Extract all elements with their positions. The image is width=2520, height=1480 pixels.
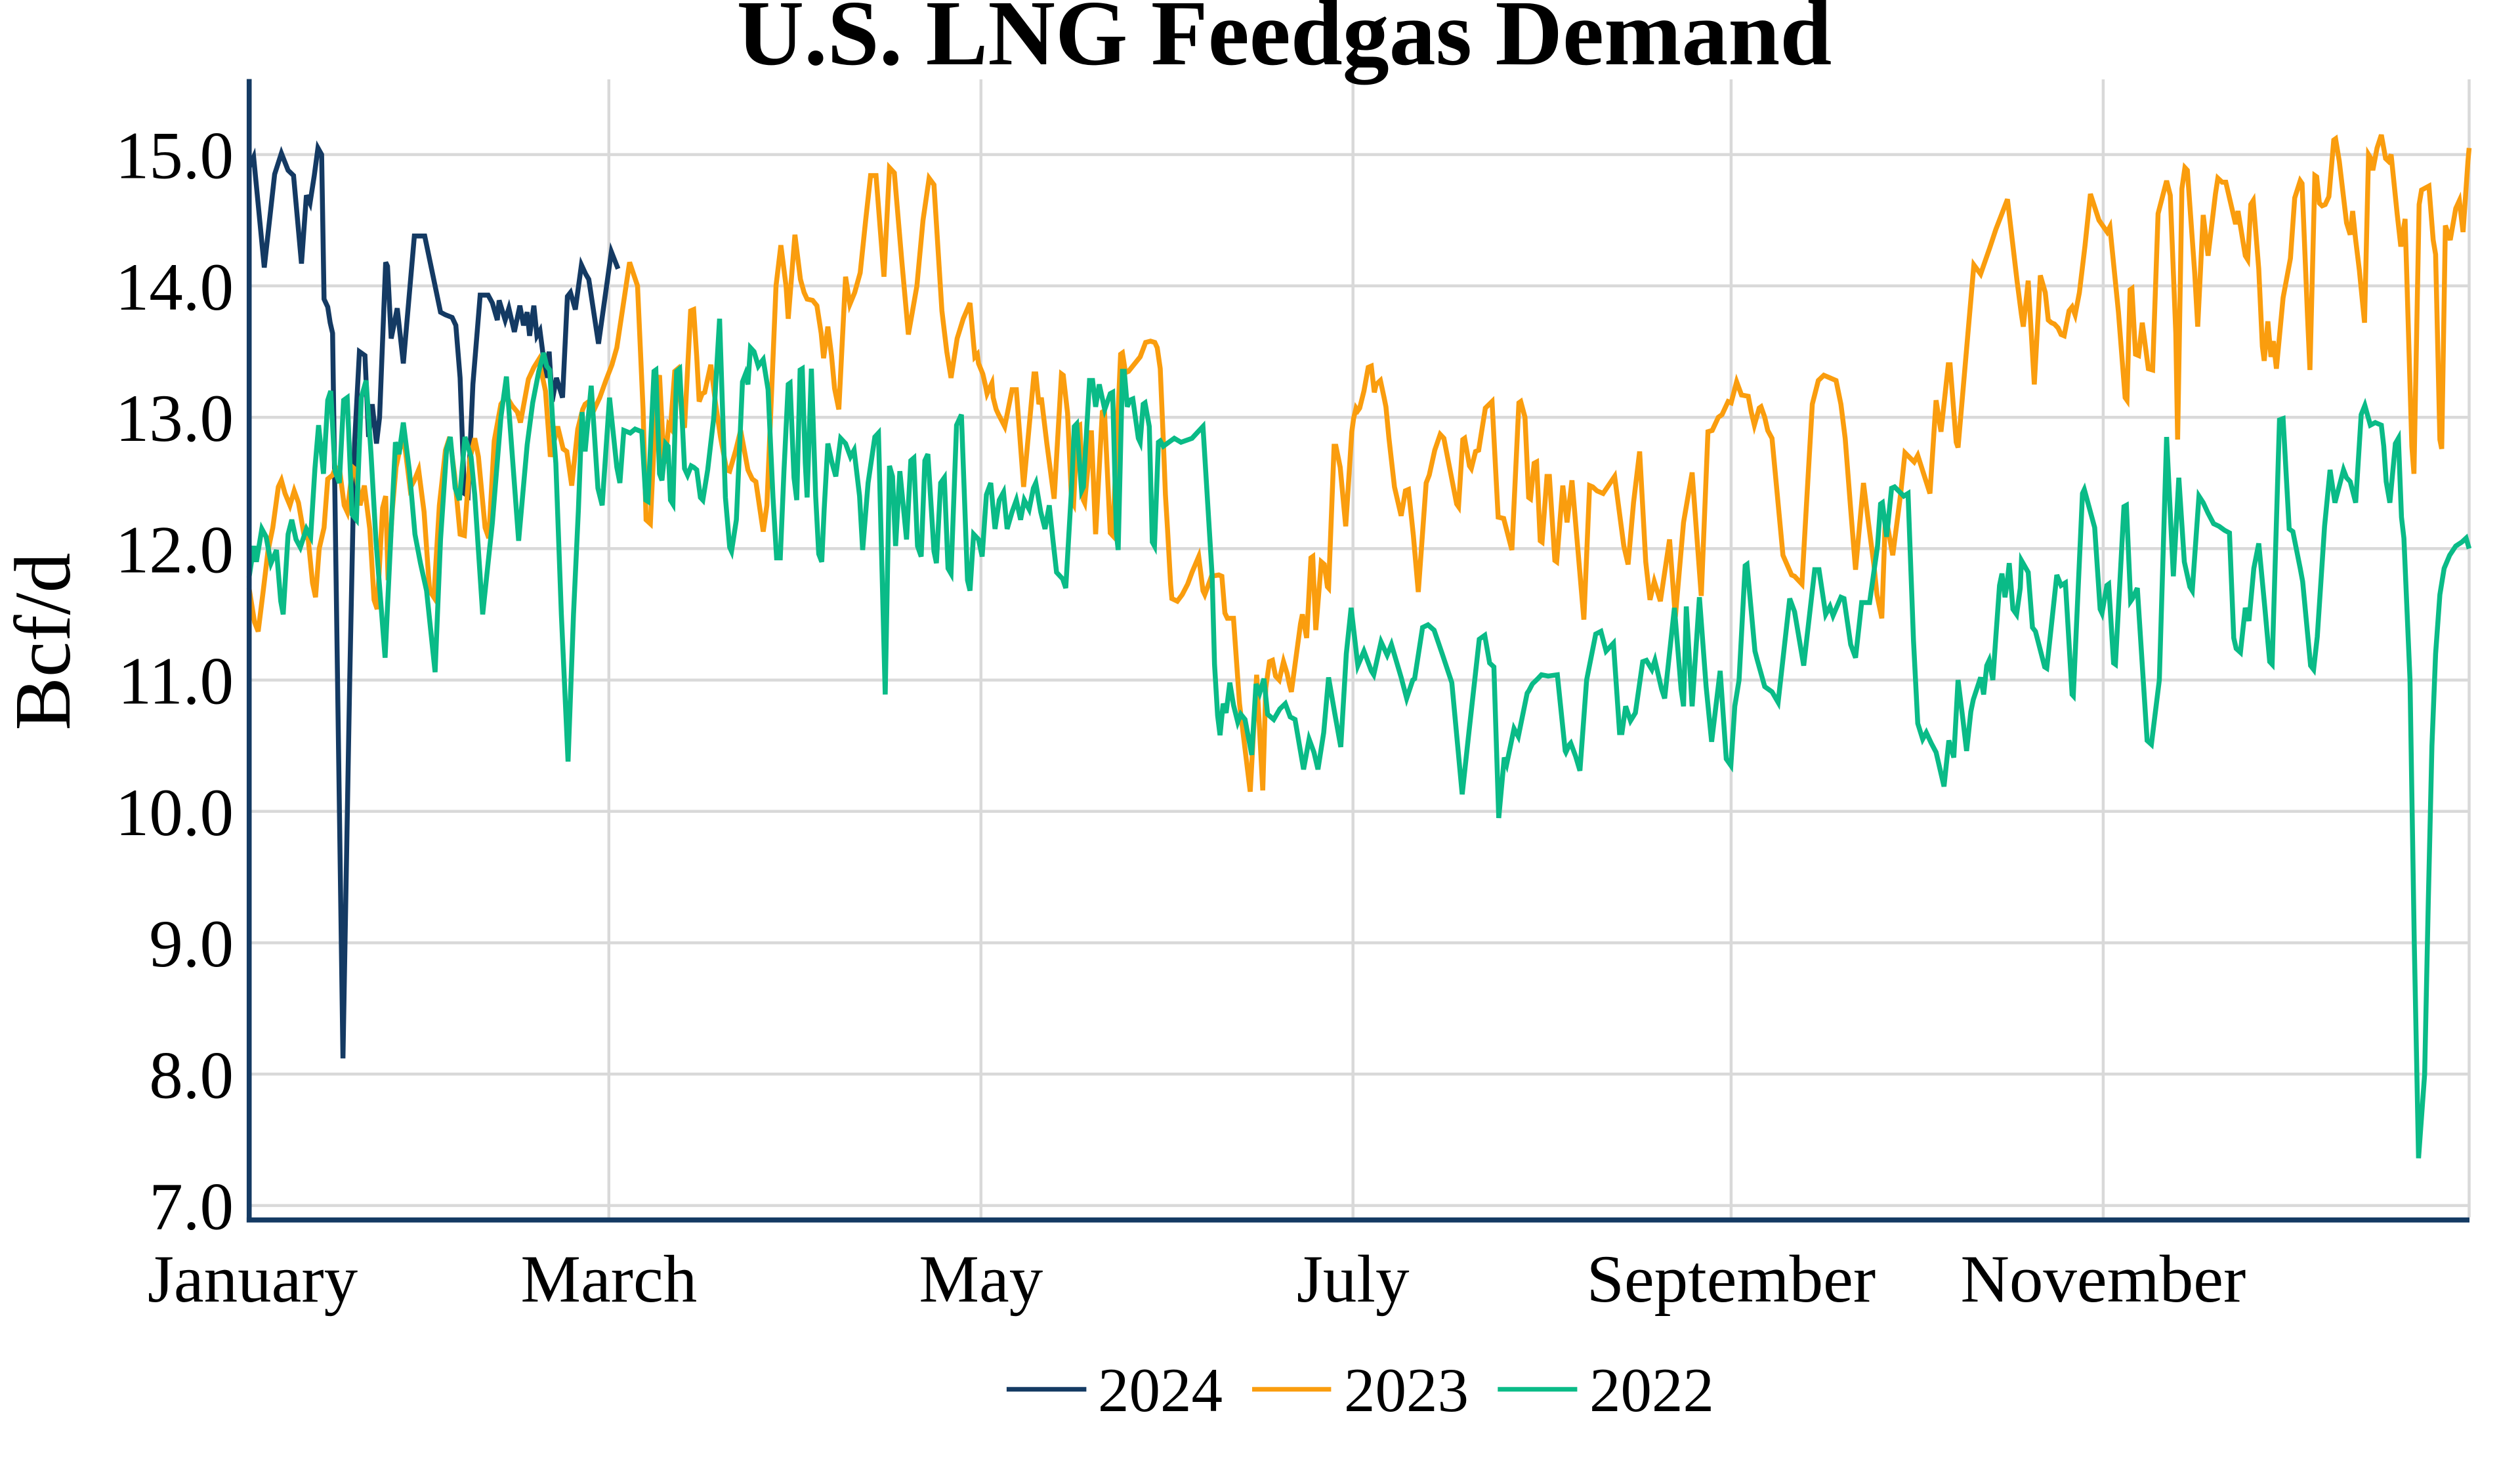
svg-text:14.0: 14.0 [116, 250, 234, 325]
svg-text:September: September [1587, 1242, 1876, 1317]
svg-text:November: November [1961, 1242, 2246, 1317]
svg-text:March: March [520, 1242, 697, 1317]
svg-text:U.S. LNG Feedgas Demand: U.S. LNG Feedgas Demand [737, 0, 1832, 85]
svg-text:2022: 2022 [1589, 1355, 1714, 1425]
svg-text:2023: 2023 [1344, 1355, 1469, 1425]
svg-text:15.0: 15.0 [116, 119, 234, 194]
svg-text:12.0: 12.0 [116, 512, 234, 587]
svg-text:9.0: 9.0 [149, 907, 234, 981]
svg-text:10.0: 10.0 [116, 775, 234, 850]
svg-text:2024: 2024 [1098, 1355, 1223, 1425]
svg-text:July: July [1297, 1242, 1410, 1317]
svg-text:11.0: 11.0 [118, 644, 234, 719]
svg-text:January: January [148, 1242, 358, 1317]
svg-text:13.0: 13.0 [116, 381, 234, 456]
svg-text:7.0: 7.0 [149, 1170, 234, 1244]
svg-text:Bcf/d: Bcf/d [0, 552, 87, 730]
svg-text:8.0: 8.0 [149, 1038, 234, 1113]
svg-text:May: May [919, 1242, 1043, 1317]
